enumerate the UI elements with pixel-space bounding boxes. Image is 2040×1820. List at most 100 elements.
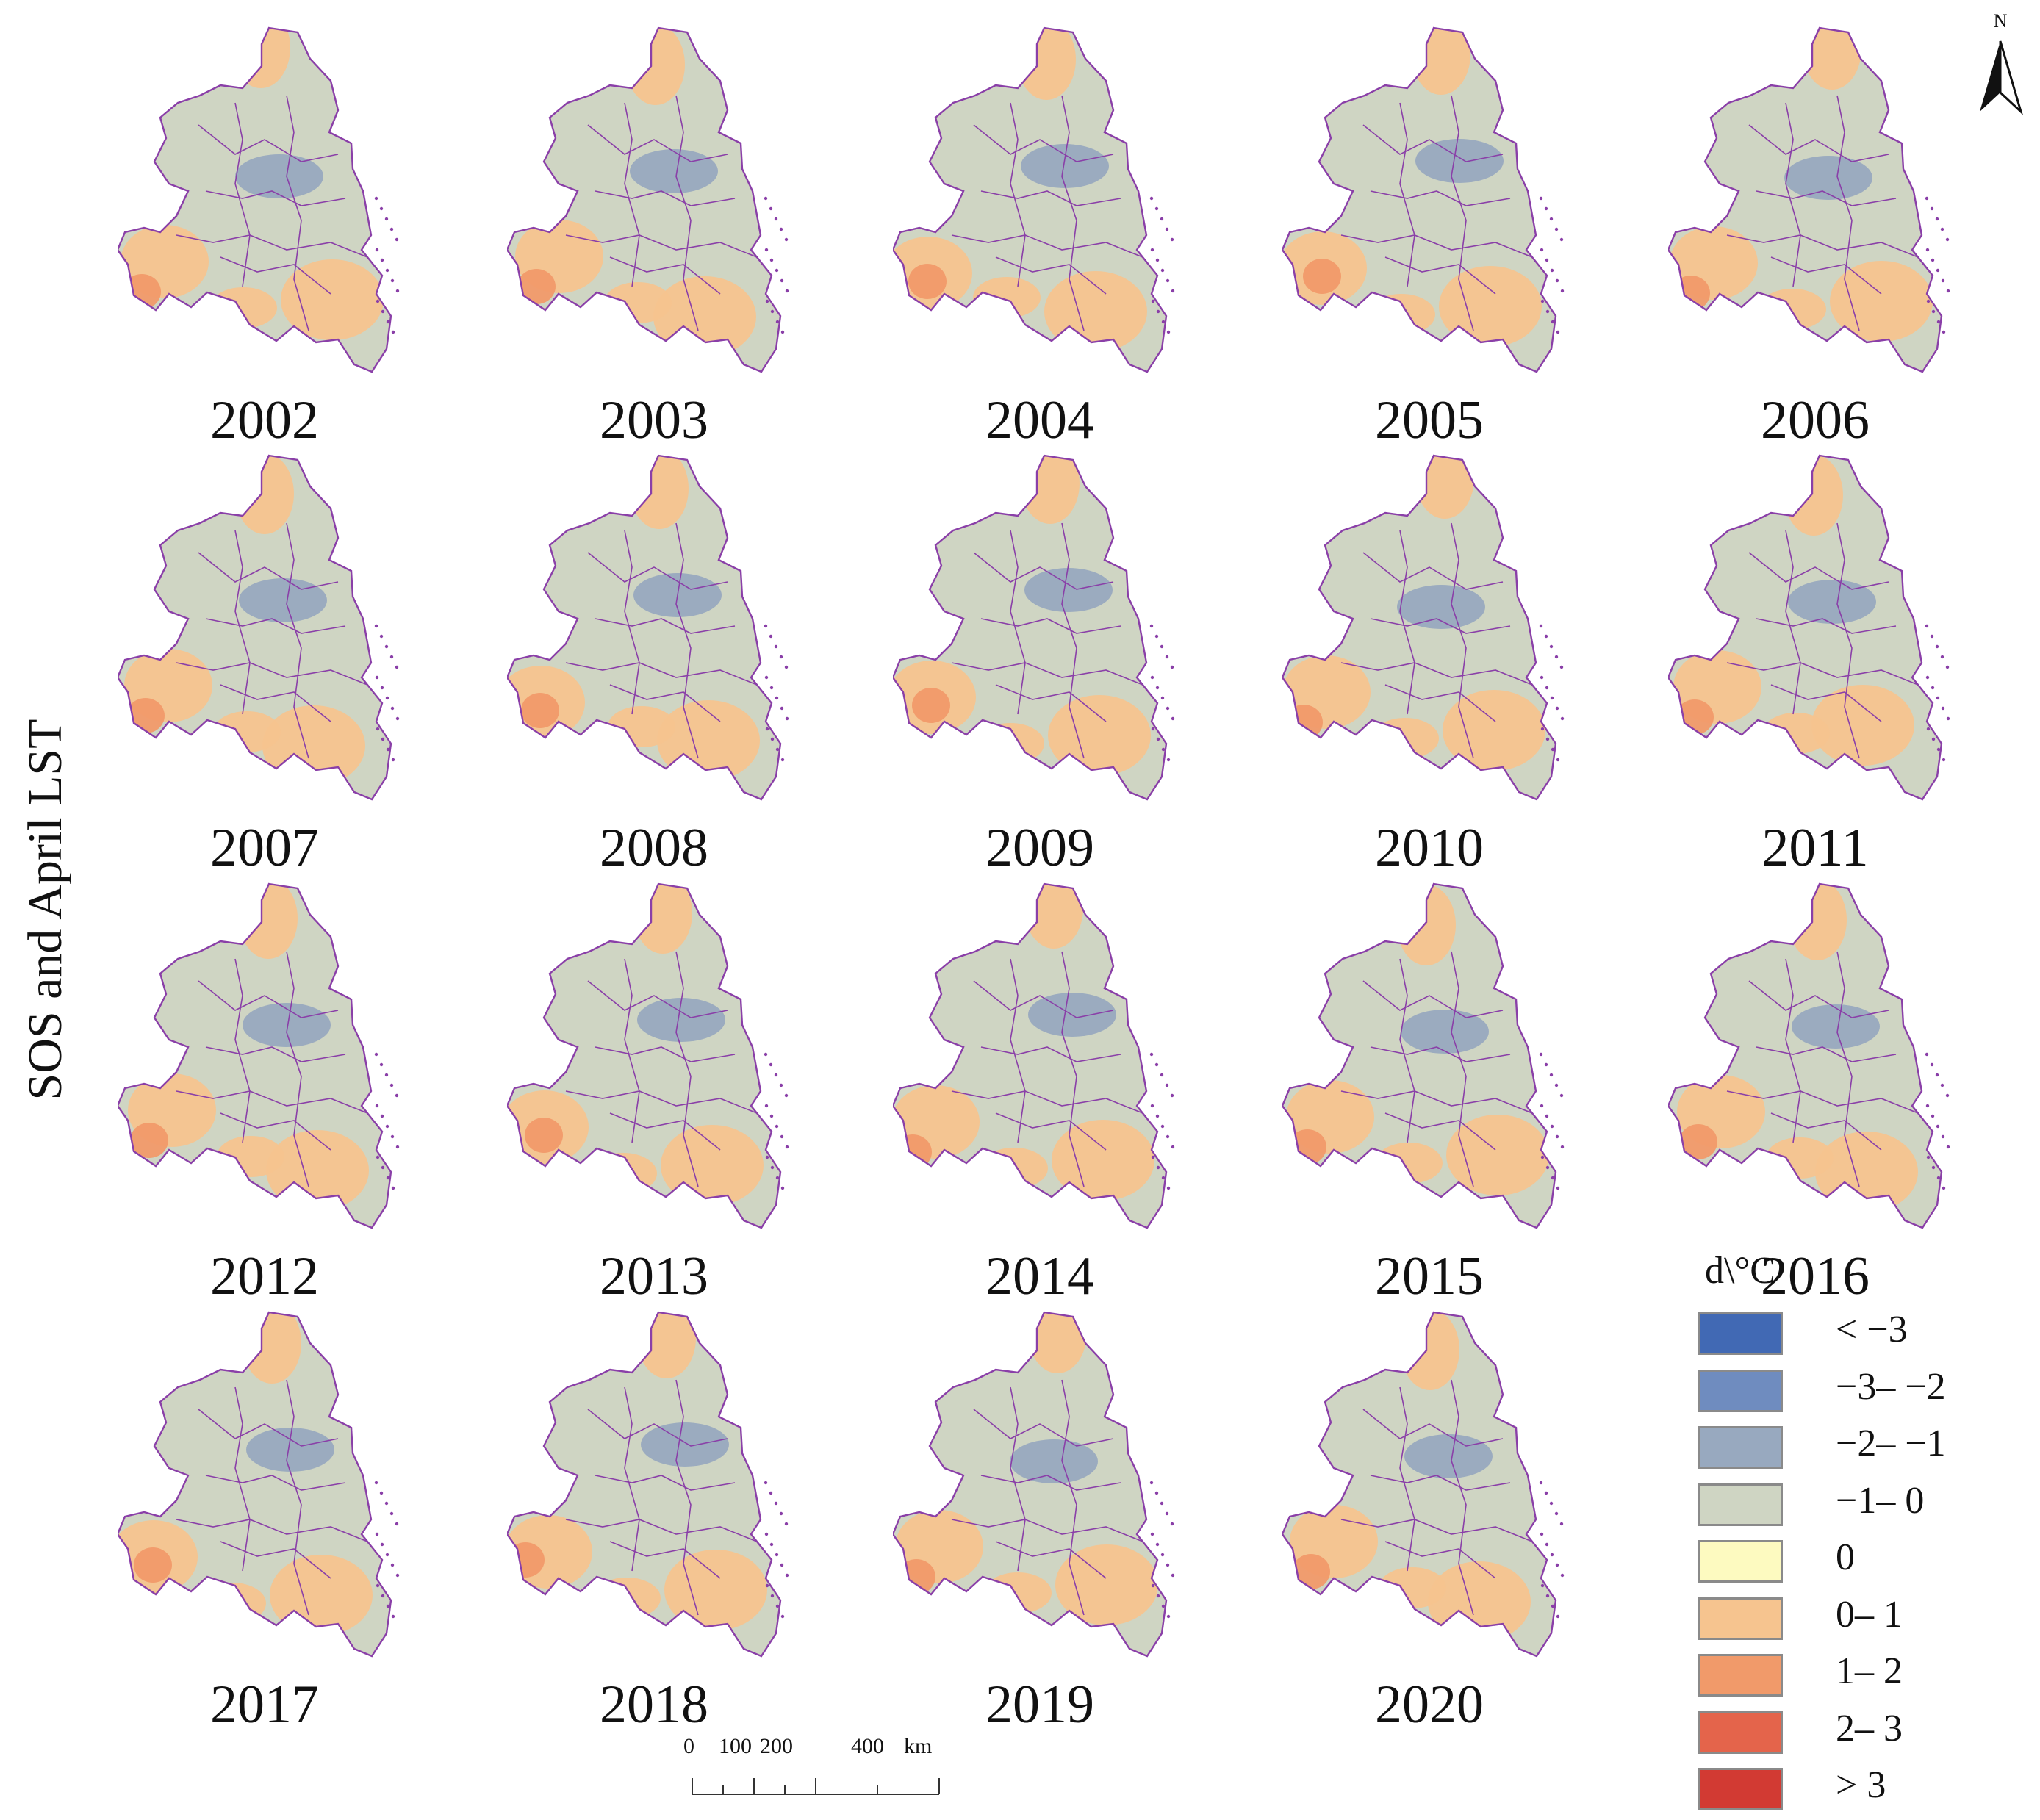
district-boundary xyxy=(1061,1379,1085,1616)
island-speck xyxy=(1560,1145,1565,1149)
island-speck xyxy=(1165,1083,1169,1087)
island-speck xyxy=(1559,237,1564,242)
island-speck xyxy=(774,217,778,221)
island-speck xyxy=(1941,706,1945,711)
island-speck xyxy=(769,206,773,211)
district-boundary xyxy=(565,1090,758,1114)
island-speck xyxy=(375,1532,379,1536)
district-boundary xyxy=(1061,522,1085,759)
island-speck xyxy=(1160,217,1164,221)
year-label: 2002 xyxy=(210,390,319,450)
district-boundary xyxy=(980,190,1121,206)
region-map xyxy=(1668,26,1950,373)
anomaly-patch xyxy=(1288,1129,1326,1165)
island-speck xyxy=(769,686,774,690)
island-speck xyxy=(1151,1583,1155,1588)
district-boundary xyxy=(973,124,1114,162)
island-speck xyxy=(1150,1532,1154,1536)
island-speck xyxy=(1940,655,1944,659)
island-speck xyxy=(1931,1114,1935,1118)
district-boundary xyxy=(675,1379,699,1616)
anomaly-patch xyxy=(1401,1010,1489,1054)
island-speck xyxy=(1544,634,1548,639)
island-speck xyxy=(780,706,784,711)
island-speck xyxy=(1154,1491,1159,1495)
anomaly-patch xyxy=(980,1148,1048,1189)
island-speck xyxy=(1549,1073,1554,1077)
district-boundary xyxy=(1451,1379,1474,1616)
anomaly-patch xyxy=(246,1428,334,1472)
island-speck xyxy=(1556,758,1560,762)
anomaly-patch xyxy=(1672,276,1710,311)
island-speck xyxy=(1155,1542,1160,1547)
district-boundary xyxy=(609,256,721,295)
region-map xyxy=(118,454,400,801)
island-speck xyxy=(1551,747,1555,752)
island-speck xyxy=(385,696,389,700)
island-speck xyxy=(785,1145,789,1149)
island-speck xyxy=(779,1511,783,1516)
island-speck xyxy=(1936,696,1940,700)
island-speck xyxy=(1170,237,1174,242)
island-speck xyxy=(1931,258,1935,262)
island-speck xyxy=(1155,1114,1160,1118)
island-speck xyxy=(785,716,789,721)
district-boundary xyxy=(595,618,736,634)
year-label: 2016 xyxy=(1761,1246,1870,1306)
island-speck xyxy=(1166,278,1170,283)
island-speck xyxy=(1161,1176,1166,1180)
district-boundary xyxy=(286,951,309,1187)
district-boundary xyxy=(1010,1386,1026,1572)
anomaly-patch xyxy=(897,1559,935,1594)
district-boundary xyxy=(1362,124,1504,162)
map-panel-2018: 2018 xyxy=(507,1299,801,1735)
district-boundary xyxy=(1010,958,1026,1143)
year-label: 2019 xyxy=(985,1675,1094,1735)
legend-label: 2– 3 xyxy=(1836,1707,1903,1749)
map-panel-2014: 2014 xyxy=(893,871,1187,1306)
north-arrow: N xyxy=(1971,10,2030,121)
island-speck xyxy=(390,1563,395,1567)
district-boundary xyxy=(176,1519,368,1542)
island-speck xyxy=(775,320,780,324)
island-speck xyxy=(1539,1481,1543,1485)
island-speck xyxy=(1166,1134,1170,1139)
island-speck xyxy=(395,1522,399,1526)
island-speck xyxy=(774,644,778,649)
island-speck xyxy=(769,1062,773,1067)
island-speck xyxy=(764,1481,768,1485)
year-label: 2010 xyxy=(1375,818,1484,878)
island-speck xyxy=(395,716,400,721)
island-speck xyxy=(764,1052,768,1057)
island-speck xyxy=(1945,665,1950,669)
district-boundary xyxy=(609,1541,721,1579)
map-panel-2009: 2009 xyxy=(893,442,1187,878)
anomaly-patch xyxy=(1446,1115,1549,1195)
region-map xyxy=(507,882,789,1229)
island-speck xyxy=(1171,716,1175,721)
map-panel-2007: 2007 xyxy=(118,442,412,878)
district-boundary xyxy=(995,256,1107,295)
island-speck xyxy=(385,1553,389,1557)
island-speck xyxy=(1554,655,1559,659)
legend-swatch xyxy=(1698,1654,1783,1697)
scale-tick-label: 200 xyxy=(760,1734,793,1758)
legend-item: 2– 3 xyxy=(1698,1705,2028,1757)
anomaly-patch xyxy=(984,1572,1052,1614)
island-speck xyxy=(1540,1104,1544,1108)
district-boundary xyxy=(1726,662,1919,686)
legend-swatch xyxy=(1698,1540,1783,1583)
year-label: 2006 xyxy=(1761,390,1870,450)
map-panel-2010: 2010 xyxy=(1282,442,1576,878)
island-speck xyxy=(395,237,399,242)
year-label: 2008 xyxy=(600,818,708,878)
island-speck xyxy=(1940,227,1944,231)
island-speck xyxy=(385,268,389,273)
legend-label: < −3 xyxy=(1836,1309,1908,1350)
island-speck xyxy=(1945,1093,1950,1098)
anomaly-patch xyxy=(893,1085,980,1159)
region-outline xyxy=(507,1311,782,1658)
island-speck xyxy=(1539,624,1543,628)
district-boundary xyxy=(675,951,699,1187)
district-boundary xyxy=(1748,124,1889,162)
